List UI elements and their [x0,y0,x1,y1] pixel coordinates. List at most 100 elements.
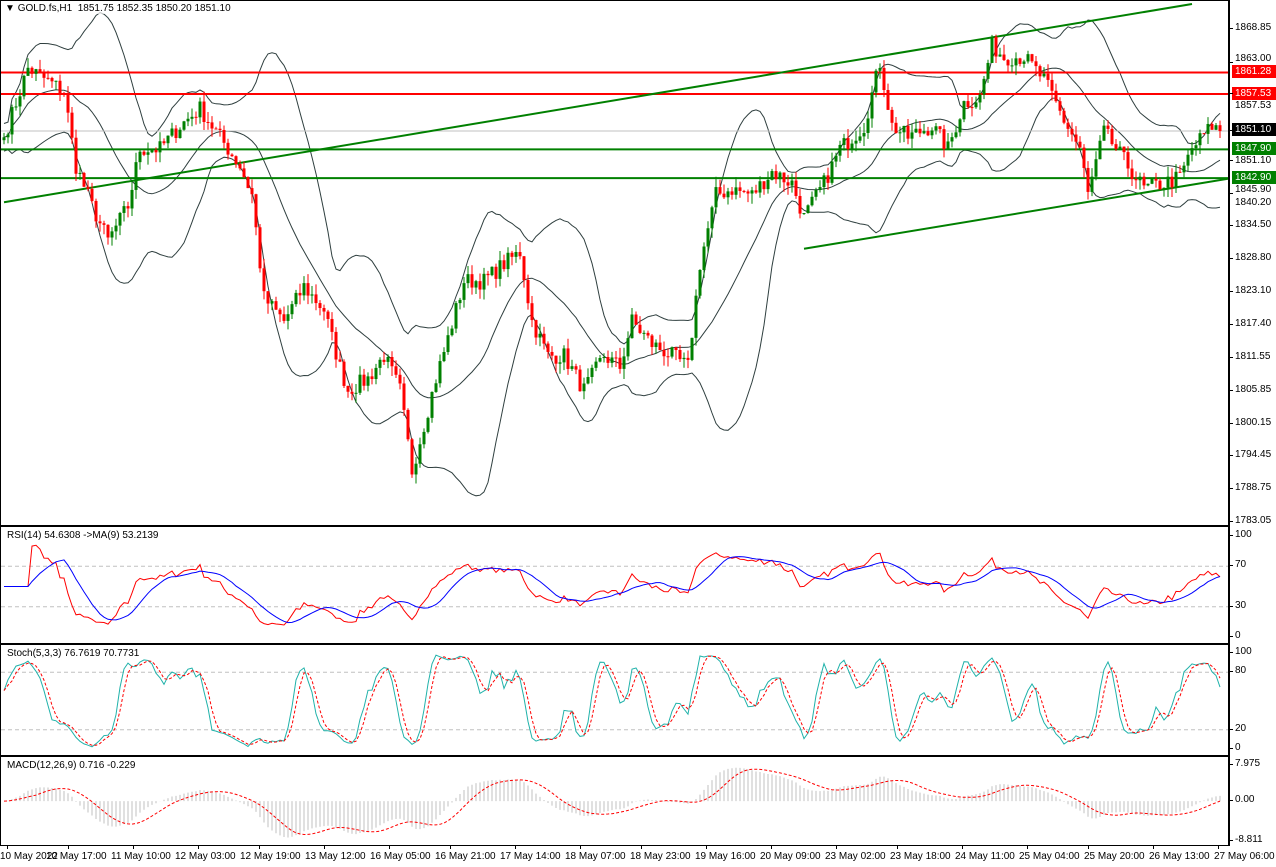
candle [554,355,558,364]
candle [234,156,238,165]
price-tick [1229,488,1233,490]
price-tick [1229,225,1233,227]
candle [698,270,702,296]
candle [194,116,198,118]
candle [170,128,174,136]
candle [1090,176,1094,192]
candle [878,67,882,71]
time-label: 20 May 09:00 [760,851,821,862]
candle [150,150,154,153]
candle [470,274,474,288]
candle [326,311,330,319]
candle [1106,125,1110,129]
price-pane[interactable]: ▼ GOLD.fs,H1 1851.75 1852.35 1850.20 185… [0,0,1229,526]
price-tick-label: 1868.85 [1235,22,1272,33]
candle [66,93,70,113]
candle [250,188,254,195]
price-axis[interactable]: 1861.28 1857.53 1847.90 1842.90 1851.10 1868.… [1229,0,1276,526]
price-tick [1229,455,1233,457]
indicator-tick [1229,728,1233,730]
stoch-pane[interactable]: Stoch(5,3,3) 76.7619 70.7731 [0,644,1229,756]
candle [870,92,874,119]
candle [670,347,674,357]
candle [466,274,470,284]
candle [90,188,94,201]
candle [510,252,514,257]
candle [774,171,778,180]
candle [38,69,42,72]
rsi-ma-line [4,556,1221,624]
candle [830,161,834,183]
candle [426,417,430,432]
candle [578,369,582,392]
indicator-tick [1229,535,1233,536]
candle [1134,179,1138,181]
candle [978,94,982,103]
candle [206,121,210,123]
candle [586,377,590,384]
candle [362,374,366,386]
indicator-tick [1229,636,1233,637]
candle [614,357,618,359]
candle [34,69,38,74]
candle [766,179,770,190]
candle [294,292,298,305]
time-label: 12 May 19:00 [240,851,301,862]
candle [102,223,106,225]
time-label: 27 May 06:00 [1214,851,1275,862]
candle [866,118,870,133]
candle [70,112,74,138]
candle [946,141,950,150]
candle [862,132,866,137]
candle [522,256,526,280]
price-tick-label: 1857.53 [1235,100,1272,112]
candle [342,361,346,386]
candle [726,191,730,198]
time-label: 13 May 12:00 [305,851,366,862]
collapse-arrow-icon[interactable]: ▼ [5,3,15,14]
rsi-title: RSI(14) 54.6308 ->MA(9) 53.2139 [7,530,159,541]
indicator-tick [1229,748,1233,749]
candle [218,128,222,130]
candle [254,194,258,228]
indicator-tick [1229,652,1233,653]
candle [1118,146,1122,150]
candle [330,318,334,332]
candle [1074,134,1078,142]
candle [582,383,586,392]
candle [794,180,798,196]
candle [1170,176,1174,188]
rsi-pane[interactable]: RSI(14) 54.6308 ->MA(9) 53.2139 [0,526,1229,644]
candle [1162,187,1166,190]
candle [526,279,530,304]
candle [786,182,790,186]
candle [414,463,418,475]
indicator-tick-label: 30 [1235,599,1247,611]
price-tick-label: 1840.20 [1235,196,1272,208]
candle [350,391,354,394]
price-tick-label: 1800.15 [1235,416,1272,428]
price-tick-label: 1823.10 [1235,284,1272,296]
candle [562,348,566,363]
candle [1006,60,1010,66]
candle [358,374,362,393]
indicator-tick-label: 80 [1235,665,1247,677]
candle [58,80,62,94]
candle [278,309,282,315]
candle [18,96,22,107]
candle [378,359,382,368]
candle [570,366,574,369]
price-tick-label: 1805.85 [1235,383,1272,395]
candle [286,314,290,321]
candle [114,225,118,232]
candle [1062,110,1066,123]
time-tick [449,845,451,849]
candle [1194,145,1198,149]
candle [394,366,398,375]
candle [798,195,802,214]
time-tick [1152,845,1154,849]
candle [314,294,318,304]
candle [686,357,690,360]
candle [274,301,278,310]
macd-pane[interactable]: MACD(12,26,9) 0.716 -0.229 [0,756,1229,846]
